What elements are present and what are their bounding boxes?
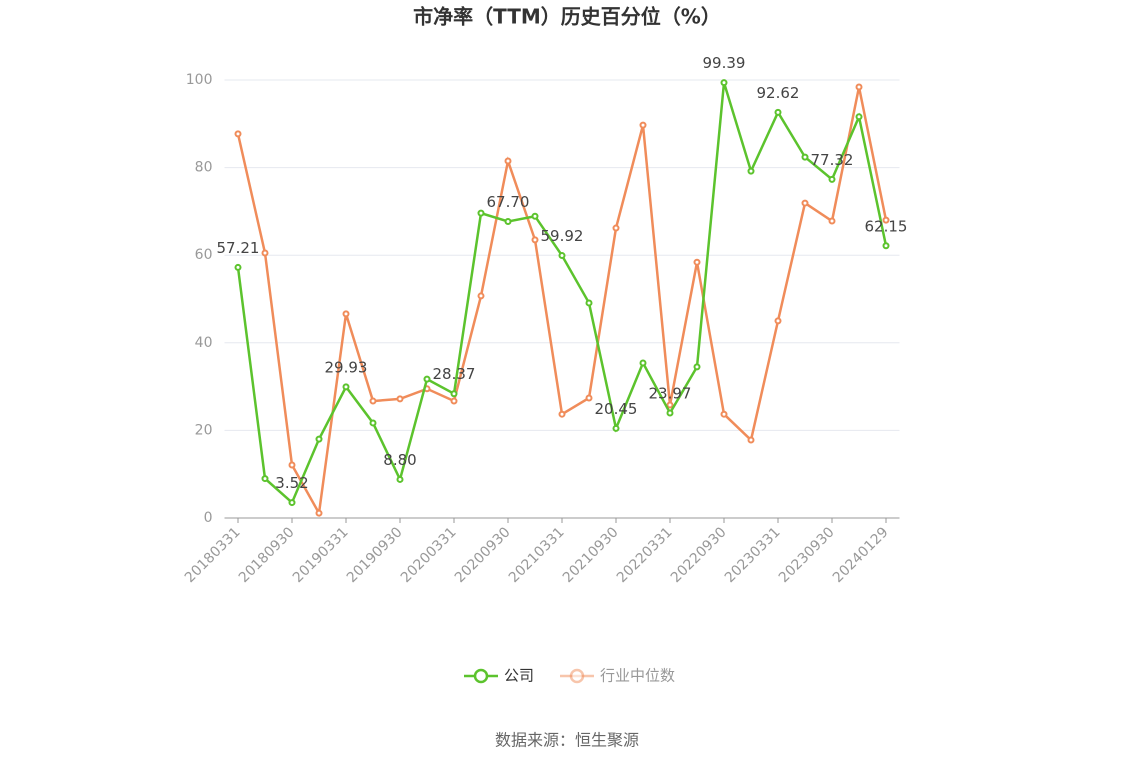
data-point bbox=[774, 317, 782, 325]
x-tick-label: 20220331 bbox=[614, 524, 676, 586]
series-line bbox=[236, 86, 888, 518]
data-point bbox=[531, 212, 539, 220]
data-point bbox=[477, 292, 485, 300]
data-point bbox=[828, 217, 836, 225]
data-point bbox=[666, 409, 674, 417]
data-point bbox=[288, 499, 296, 507]
data-point bbox=[747, 436, 755, 444]
data-label: 57.21 bbox=[217, 239, 260, 257]
data-point bbox=[396, 475, 404, 483]
x-tick-label: 20230930 bbox=[776, 524, 838, 586]
x-tick-label: 20240129 bbox=[830, 524, 892, 586]
data-label: 67.70 bbox=[487, 193, 530, 211]
data-point bbox=[612, 424, 620, 432]
data-point bbox=[558, 410, 566, 418]
data-label: 20.45 bbox=[595, 400, 638, 418]
data-point bbox=[693, 363, 701, 371]
data-point bbox=[558, 252, 566, 260]
data-point bbox=[315, 435, 323, 443]
data-point bbox=[828, 175, 836, 183]
x-tick-label: 20200331 bbox=[398, 524, 460, 586]
data-point bbox=[693, 258, 701, 266]
data-label: 8.80 bbox=[383, 451, 416, 469]
data-point bbox=[720, 79, 728, 87]
x-tick-label: 20220930 bbox=[668, 524, 730, 586]
data-point bbox=[369, 397, 377, 405]
data-point bbox=[234, 130, 242, 138]
data-point bbox=[504, 217, 512, 225]
legend-label: 公司 bbox=[504, 667, 534, 685]
legend-item[interactable]: 行业中位数 bbox=[560, 667, 675, 685]
data-point bbox=[342, 310, 350, 318]
x-tick-label: 20190930 bbox=[344, 524, 406, 586]
data-point bbox=[639, 121, 647, 129]
legend-marker bbox=[569, 668, 585, 684]
data-point bbox=[585, 394, 593, 402]
legend-marker bbox=[473, 668, 489, 684]
data-point bbox=[855, 83, 863, 91]
y-tick-label: 40 bbox=[195, 335, 213, 351]
data-point bbox=[747, 167, 755, 175]
data-point bbox=[585, 299, 593, 307]
data-point bbox=[882, 216, 890, 224]
data-label: 3.52 bbox=[275, 474, 308, 492]
data-point bbox=[234, 263, 242, 271]
data-label: 28.37 bbox=[433, 365, 476, 383]
data-point bbox=[801, 199, 809, 207]
data-point bbox=[450, 397, 458, 405]
data-point bbox=[801, 153, 809, 161]
source-note: 数据来源：恒生聚源 bbox=[495, 731, 639, 750]
data-point bbox=[396, 395, 404, 403]
data-point bbox=[369, 419, 377, 427]
data-point bbox=[531, 236, 539, 244]
data-point bbox=[423, 375, 431, 383]
data-point bbox=[612, 224, 620, 232]
chart-title: 市净率（TTM）历史百分位（%） bbox=[413, 5, 721, 29]
data-point bbox=[477, 209, 485, 217]
data-point bbox=[666, 401, 674, 409]
data-point bbox=[342, 383, 350, 391]
y-tick-label: 20 bbox=[195, 422, 213, 438]
data-point bbox=[774, 108, 782, 116]
data-label: 59.92 bbox=[541, 227, 584, 245]
x-tick-label: 20210331 bbox=[506, 524, 568, 586]
x-tick-label: 20200930 bbox=[452, 524, 514, 586]
data-point bbox=[882, 242, 890, 250]
data-point bbox=[720, 410, 728, 418]
data-point bbox=[855, 113, 863, 121]
x-tick-label: 20190331 bbox=[290, 524, 352, 586]
data-label: 92.62 bbox=[757, 84, 800, 102]
data-label: 62.15 bbox=[865, 217, 908, 235]
data-point bbox=[315, 509, 323, 517]
data-point bbox=[639, 359, 647, 367]
y-tick-label: 0 bbox=[204, 510, 213, 526]
x-tick-label: 20210930 bbox=[560, 524, 622, 586]
legend-label: 行业中位数 bbox=[600, 667, 675, 685]
y-tick-label: 60 bbox=[195, 247, 213, 263]
data-label: 23.97 bbox=[649, 385, 692, 403]
data-point bbox=[261, 249, 269, 257]
legend-item[interactable]: 公司 bbox=[464, 667, 534, 685]
data-point bbox=[261, 475, 269, 483]
x-tick-label: 20180331 bbox=[182, 524, 244, 586]
data-point bbox=[504, 157, 512, 165]
y-tick-label: 100 bbox=[186, 72, 213, 88]
data-point bbox=[450, 390, 458, 398]
data-label: 77.32 bbox=[811, 151, 854, 169]
x-tick-label: 20180930 bbox=[236, 524, 298, 586]
series-line bbox=[236, 82, 888, 505]
data-label: 29.93 bbox=[325, 358, 368, 376]
data-label: 99.39 bbox=[703, 54, 746, 72]
data-point bbox=[288, 461, 296, 469]
x-tick-label: 20230331 bbox=[722, 524, 784, 586]
y-tick-label: 80 bbox=[195, 160, 213, 176]
